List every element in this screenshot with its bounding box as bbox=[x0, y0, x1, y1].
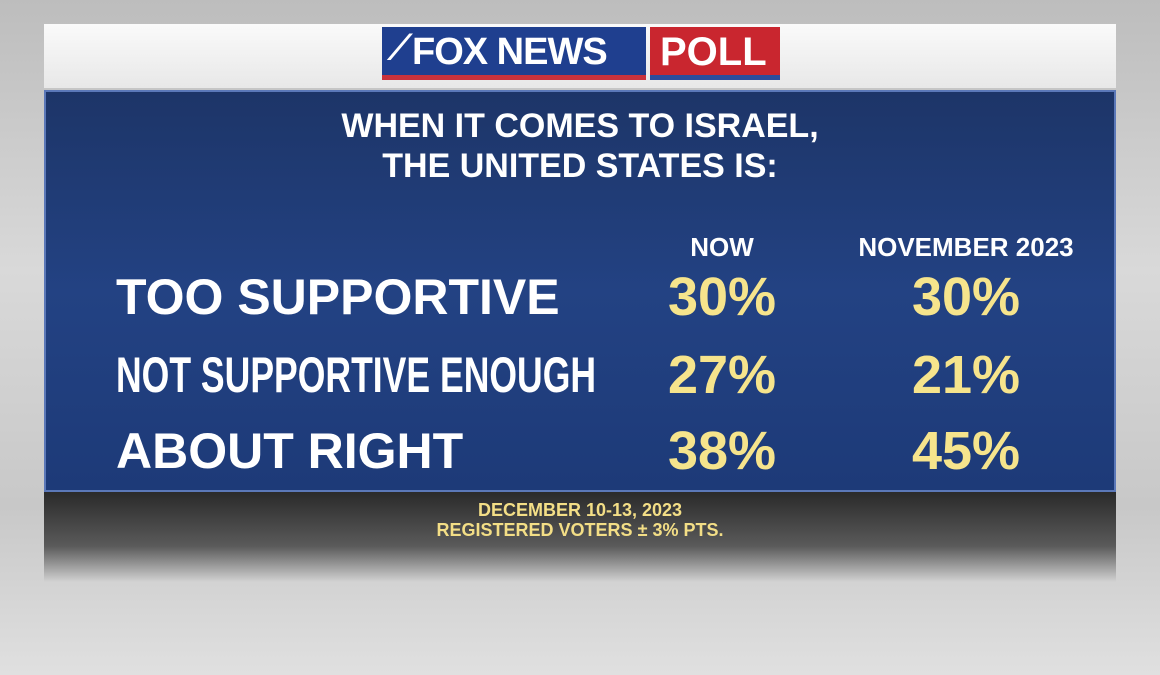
title-line-1: WHEN IT COMES TO ISRAEL, bbox=[341, 107, 819, 145]
row-label: NOT SUPPORTIVE ENOUGH bbox=[116, 347, 597, 403]
value-now: 38% bbox=[667, 421, 777, 481]
fox-news-poll-logo: ⟋ FOX NEWS POLL bbox=[382, 27, 780, 80]
value-november-2023: 21% bbox=[911, 345, 1021, 405]
poll-footnote: DECEMBER 10-13, 2023 REGISTERED VOTERS ±… bbox=[0, 500, 1160, 540]
footer-shade bbox=[44, 492, 1116, 582]
poll-dates: DECEMBER 10-13, 2023 bbox=[477, 500, 683, 520]
value-now: 30% bbox=[667, 267, 777, 327]
brand-text: FOX NEWS bbox=[412, 31, 608, 73]
poll-label: POLL bbox=[650, 27, 780, 80]
value-november-2023: 45% bbox=[911, 421, 1021, 481]
value-november-2023: 30% bbox=[911, 267, 1021, 327]
row-label: ABOUT RIGHT bbox=[116, 423, 464, 479]
title-line-2: THE UNITED STATES IS: bbox=[382, 147, 778, 185]
fox-news-logo: ⟋ FOX NEWS bbox=[382, 27, 646, 80]
poll-question: WHEN IT COMES TO ISRAEL, THE UNITED STAT… bbox=[46, 106, 1114, 186]
row-label: TOO SUPPORTIVE bbox=[116, 269, 560, 325]
column-header-now: NOW bbox=[690, 232, 754, 262]
poll-sample: REGISTERED VOTERS ± 3% PTS. bbox=[436, 520, 724, 540]
searchlight-icon: ⟋ bbox=[388, 29, 412, 67]
poll-panel: WHEN IT COMES TO ISRAEL, THE UNITED STAT… bbox=[44, 90, 1116, 492]
value-now: 27% bbox=[667, 345, 777, 405]
column-header-november-2023: NOVEMBER 2023 bbox=[858, 232, 1074, 262]
